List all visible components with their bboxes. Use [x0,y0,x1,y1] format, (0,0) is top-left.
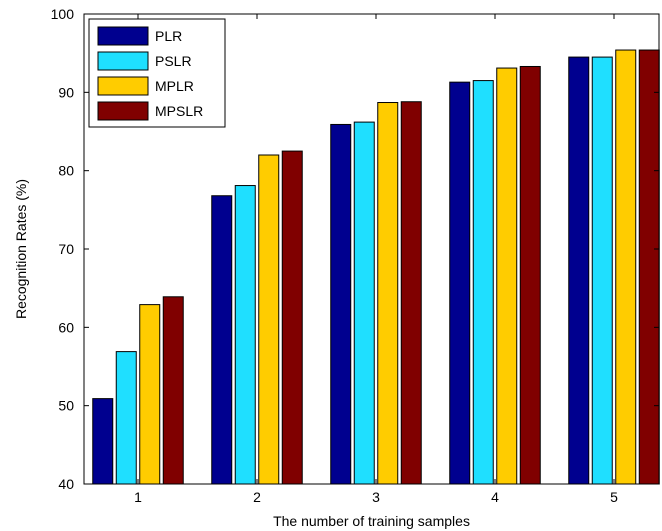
bar-pslr-3 [353,121,375,485]
y-tick-label: 80 [58,163,74,179]
y-tick-label: 100 [51,6,75,22]
bar-pslr-2 [234,185,256,485]
bar-mpslr-2 [281,150,303,485]
x-tick-label: 5 [610,489,618,505]
legend: PLR PSLR MPLR MPSLR [88,18,226,128]
y-axis-label: Recognition Rates (%) [13,179,29,319]
legend-swatch-pslr [97,51,149,71]
x-tick-label: 4 [491,489,499,505]
y-tick-label: 50 [58,398,74,414]
bar-pslr-5 [591,56,613,485]
legend-label-mplr: MPLR [155,78,194,94]
bar-plr-3 [330,123,352,485]
x-tick-label: 2 [253,489,261,505]
legend-swatch-mpslr [97,101,149,121]
bar-mpslr-3 [400,101,422,485]
legend-swatch-plr [97,26,149,46]
bar-mpslr-1 [162,296,184,485]
bar-mpslr-5 [638,49,660,485]
legend-label-pslr: PSLR [155,53,192,69]
x-axis-label: The number of training samples [273,513,470,529]
bar-mplr-4 [496,67,518,485]
legend-swatch-mplr [97,76,149,96]
legend-label-mpslr: MPSLR [155,103,203,119]
bar-mplr-3 [377,102,399,485]
bar-mplr-2 [258,154,280,485]
bar-plr-4 [449,81,471,485]
bar-pslr-4 [472,80,494,485]
bar-plr-2 [211,195,233,485]
bar-plr-1 [92,398,114,485]
bars-group [92,49,660,485]
x-tick-label: 1 [134,489,142,505]
bar-mplr-1 [139,304,161,485]
y-tick-label: 40 [58,476,74,492]
y-tick-label: 90 [58,84,74,100]
bar-pslr-1 [115,351,137,485]
x-tick-label: 3 [372,489,380,505]
legend-label-plr: PLR [155,28,182,44]
ticks-group: 1 2 3 4 5 40 50 60 70 80 90 100 [51,6,659,505]
bar-mplr-5 [615,49,637,485]
y-tick-label: 60 [58,319,74,335]
bar-plr-5 [568,56,590,485]
y-tick-label: 70 [58,241,74,257]
bar-mpslr-4 [519,65,541,485]
